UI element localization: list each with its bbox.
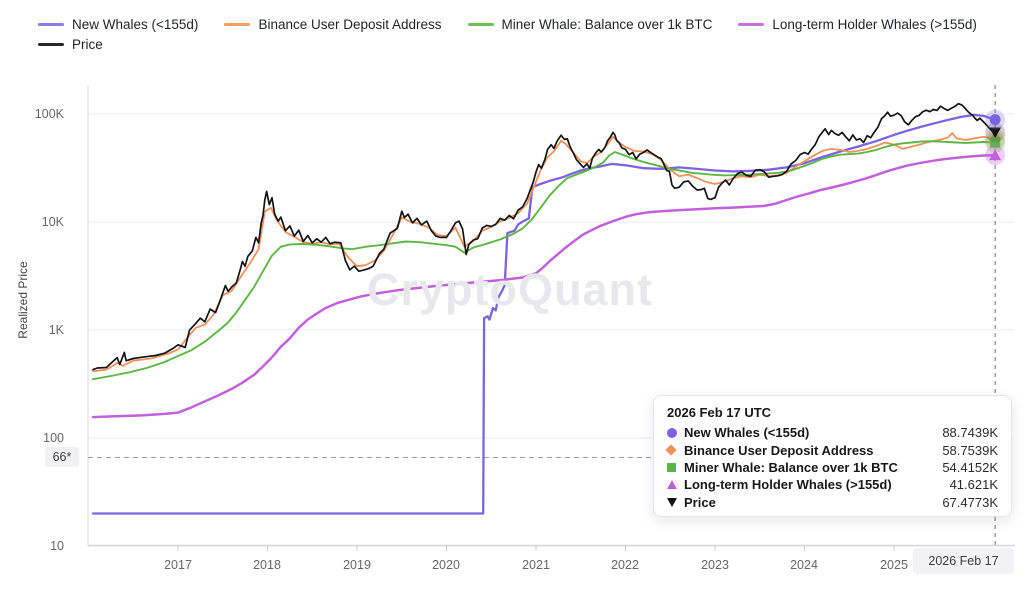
legend-label: Price	[72, 37, 103, 52]
tooltip-row-miner: Miner Whale: Balance over 1k BTC 54.4152…	[667, 459, 998, 476]
tooltip-series-value: 41.621K	[949, 477, 998, 493]
tooltip-row-price: Price 67.4773K	[667, 494, 998, 511]
legend: New Whales (<155d) Binance User Deposit …	[38, 17, 977, 57]
binance-line-swatch-icon	[224, 22, 251, 27]
tooltip-series-value: 67.4773K	[942, 494, 998, 510]
tooltip-row-new-whales: New Whales (<155d) 88.7439K	[667, 424, 998, 441]
tooltip-series-value: 88.7439K	[942, 425, 998, 441]
cryptoquant-watermark: CryptoQuant	[367, 264, 653, 315]
x-tick-2017: 2017	[164, 558, 192, 572]
legend-row-1: New Whales (<155d) Binance User Deposit …	[38, 17, 977, 32]
x-tick-2021: 2021	[522, 558, 550, 572]
triangle-down-marker-icon	[667, 497, 677, 507]
miner-line-swatch-icon	[467, 22, 494, 27]
tooltip-row-binance: Binance User Deposit Address 58.7539K	[665, 441, 998, 458]
miner-square-marker-icon	[990, 137, 1001, 148]
lth-triangle-up-marker-icon	[989, 149, 1002, 161]
x-tick-2024: 2024	[790, 558, 818, 572]
series-lth-line	[91, 153, 997, 419]
square-marker-icon	[667, 462, 676, 472]
circle-marker-icon	[667, 427, 677, 438]
tooltip-series-label: Long-term Holder Whales (>155d)	[684, 477, 892, 493]
series-new_whales-line	[91, 113, 997, 515]
y-tick-100: 100	[43, 431, 64, 445]
legend-label: Miner Whale: Balance over 1k BTC	[501, 17, 713, 32]
tooltip-row-lth: Long-term Holder Whales (>155d) 41.621K	[667, 476, 998, 493]
legend-item-price[interactable]: Price	[38, 37, 103, 52]
legend-item-new-whales[interactable]: New Whales (<155d)	[38, 17, 198, 32]
x-tick-2018: 2018	[253, 558, 281, 572]
legend-label: Binance User Deposit Address	[258, 17, 442, 32]
y-tick-100k: 100K	[34, 107, 64, 121]
x-tick-2025: 2025	[880, 558, 908, 572]
tooltip-series-label: New Whales (<155d)	[684, 425, 810, 441]
tooltip-series-label: Price	[684, 494, 716, 510]
x-tick-2023: 2023	[701, 558, 729, 572]
price-line-swatch-icon	[38, 42, 64, 47]
x-tick-2020: 2020	[432, 558, 460, 572]
legend-item-binance-deposit[interactable]: Binance User Deposit Address	[224, 17, 442, 32]
series-binance-line	[92, 132, 996, 373]
tooltip-series-value: 58.7539K	[942, 442, 998, 458]
legend-item-miner-whale[interactable]: Miner Whale: Balance over 1k BTC	[467, 17, 713, 32]
x-tick-2019: 2019	[343, 558, 371, 572]
lth-line-swatch-icon	[738, 22, 765, 27]
y-tick-10: 10	[50, 539, 64, 553]
series-price-line	[92, 102, 996, 371]
triangle-up-marker-icon	[667, 480, 677, 490]
new-whales-line-swatch-icon	[38, 22, 64, 27]
new_whales-circle-marker-icon	[989, 114, 1001, 126]
price-triangle-down-marker-icon	[989, 127, 1002, 138]
tooltip-date-title: 2026 Feb 17 UTC	[667, 405, 772, 420]
tooltip-series-label: Miner Whale: Balance over 1k BTC	[684, 459, 898, 475]
legend-label: Long-term Holder Whales (>155d)	[772, 17, 977, 32]
legend-item-lth-whales[interactable]: Long-term Holder Whales (>155d)	[738, 17, 977, 32]
legend-label: New Whales (<155d)	[72, 17, 199, 32]
x-tick-2022: 2022	[611, 558, 639, 572]
tooltip-series-value: 54.4152K	[942, 459, 998, 475]
series-miner-line	[92, 140, 997, 381]
tooltip: 2026 Feb 17 UTC New Whales (<155d) 88.74…	[653, 395, 1012, 517]
y-tick-10k: 10K	[41, 215, 64, 229]
legend-row-2: Price	[38, 37, 977, 52]
ref-price-badge: 66*	[45, 447, 79, 467]
tooltip-series-label: Binance User Deposit Address	[684, 442, 874, 458]
y-tick-1k: 1K	[48, 323, 64, 337]
crosshair-date-badge: 2026 Feb 17	[913, 548, 1014, 574]
diamond-marker-icon	[665, 444, 677, 456]
